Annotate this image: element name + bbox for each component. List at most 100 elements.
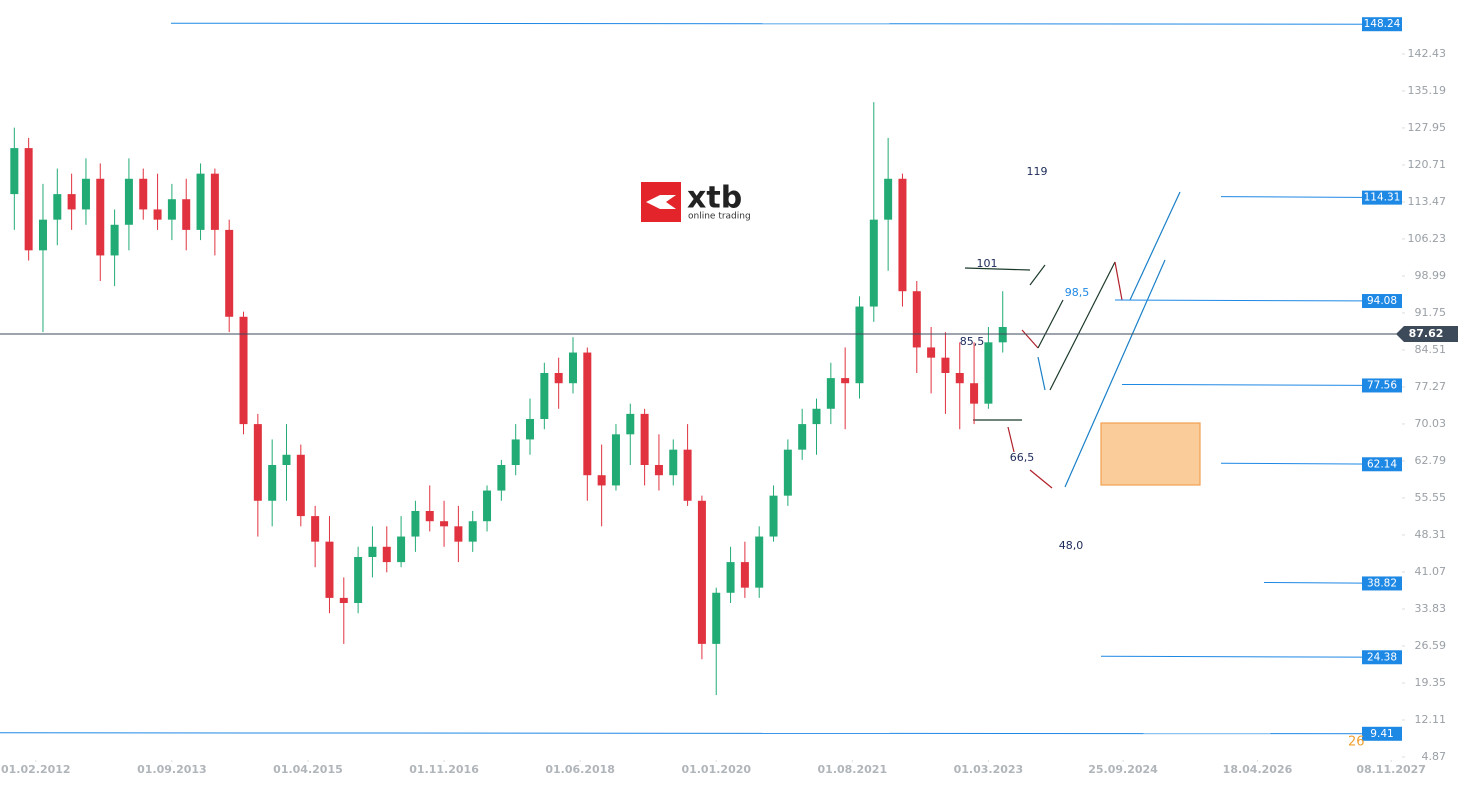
candle-body [182, 199, 191, 230]
candle-body [898, 178, 907, 292]
candle-body [225, 229, 234, 317]
y-tick-label: 127.95 [1408, 121, 1447, 134]
current-price-label: 87.62 [1409, 327, 1444, 340]
candle-body [984, 342, 993, 404]
level-line [1114, 299, 1403, 302]
candle-body [755, 536, 764, 588]
projection-line [1114, 261, 1123, 301]
candle-body [841, 378, 850, 384]
level-line [0, 732, 1403, 735]
candle-body [640, 413, 649, 465]
candle-body [683, 449, 692, 501]
level-label: 148.24 [1364, 18, 1401, 30]
projection-line [1021, 329, 1039, 349]
partial-label: 26 [1348, 735, 1365, 750]
annotation: 119 [1027, 165, 1048, 178]
projection-line [1029, 264, 1046, 286]
candle-body [339, 597, 348, 603]
x-tick-label: 01.01.2020 [681, 763, 751, 776]
projection-line [1037, 356, 1046, 391]
candle-body [454, 526, 463, 542]
candle-body [812, 408, 821, 425]
candle-body [354, 556, 363, 603]
logo: xtb online trading [641, 181, 751, 222]
candle-body [210, 173, 219, 230]
candle-body [769, 495, 778, 537]
y-tick-label: 142.43 [1408, 47, 1447, 60]
candle-body [24, 148, 33, 251]
annotation: 85,5 [960, 335, 985, 348]
level-tag [1362, 576, 1402, 591]
level-label: 9.41 [1370, 728, 1393, 740]
candle-body [268, 464, 277, 501]
y-tick-label: 84.51 [1415, 343, 1447, 356]
y-tick-label: 135.19 [1408, 84, 1447, 97]
candle-body [511, 439, 520, 465]
y-tick-label: 98.99 [1415, 269, 1447, 282]
candle-body [912, 291, 921, 348]
level-tag [1362, 17, 1402, 32]
candle-body [10, 148, 19, 195]
projection-line [1064, 259, 1166, 488]
candle-body [941, 357, 950, 373]
x-tick-label: 01.11.2016 [409, 763, 479, 776]
candle-body [855, 306, 864, 384]
y-tick-label: 33.83 [1415, 602, 1447, 615]
y-tick-label: 62.79 [1415, 454, 1447, 467]
logo-name: xtb [687, 181, 742, 216]
projections [964, 191, 1201, 489]
level-line [1121, 383, 1403, 386]
level-label: 94.08 [1367, 295, 1397, 307]
candle-body [884, 178, 893, 220]
logo-icon [646, 195, 676, 209]
candle-body [611, 434, 620, 486]
candle-body [927, 347, 936, 358]
candle-body [239, 316, 248, 425]
annotation: 66,5 [1010, 451, 1035, 464]
level-label: 24.38 [1367, 651, 1397, 663]
candle-body [554, 372, 563, 384]
level-tag [1362, 190, 1402, 205]
y-tick-label: 12.11 [1415, 713, 1447, 726]
candle-body [712, 592, 721, 644]
x-tick-label: 18.04.2026 [1223, 763, 1293, 776]
level-line [170, 22, 1403, 25]
candle-body [826, 378, 835, 409]
x-tick-label: 01.04.2015 [273, 763, 343, 776]
y-tick-label: 55.55 [1415, 491, 1447, 504]
x-tick-label: 01.09.2013 [137, 763, 207, 776]
y-tick-label: 120.71 [1408, 158, 1447, 171]
candle-body [540, 372, 549, 419]
candle-body [325, 541, 334, 598]
target-zone [1100, 422, 1201, 486]
level-tag [1362, 457, 1402, 472]
candle-body [669, 449, 678, 476]
candle-body [783, 449, 792, 496]
candle-body [497, 464, 506, 491]
y-tick-label: 48.31 [1415, 528, 1447, 541]
candle-body [597, 475, 606, 486]
projection-line [964, 267, 1031, 271]
y-tick-label: 70.03 [1415, 417, 1447, 430]
candle-body [626, 413, 635, 435]
candle-body [740, 562, 749, 588]
candle-body [167, 199, 176, 220]
level-tag [1362, 294, 1402, 309]
candle-body [411, 510, 420, 537]
x-tick-label: 08.11.2027 [1356, 763, 1426, 776]
candle-body [726, 562, 735, 593]
annotation: 48,0 [1059, 539, 1084, 552]
candle-body [998, 326, 1007, 343]
candle-body [955, 372, 964, 384]
y-tick-label: 19.35 [1415, 676, 1447, 689]
candle-body [282, 454, 291, 465]
candle-body [869, 219, 878, 307]
current-price-tag [1396, 326, 1458, 343]
projection-line [1029, 469, 1053, 489]
y-tick-label: 91.75 [1415, 306, 1447, 319]
candle-body [296, 454, 305, 517]
y-tick-label: 26.59 [1415, 639, 1447, 652]
candle-body [196, 173, 205, 230]
x-tick-label: 01.03.2023 [954, 763, 1024, 776]
candle-body [124, 178, 133, 225]
